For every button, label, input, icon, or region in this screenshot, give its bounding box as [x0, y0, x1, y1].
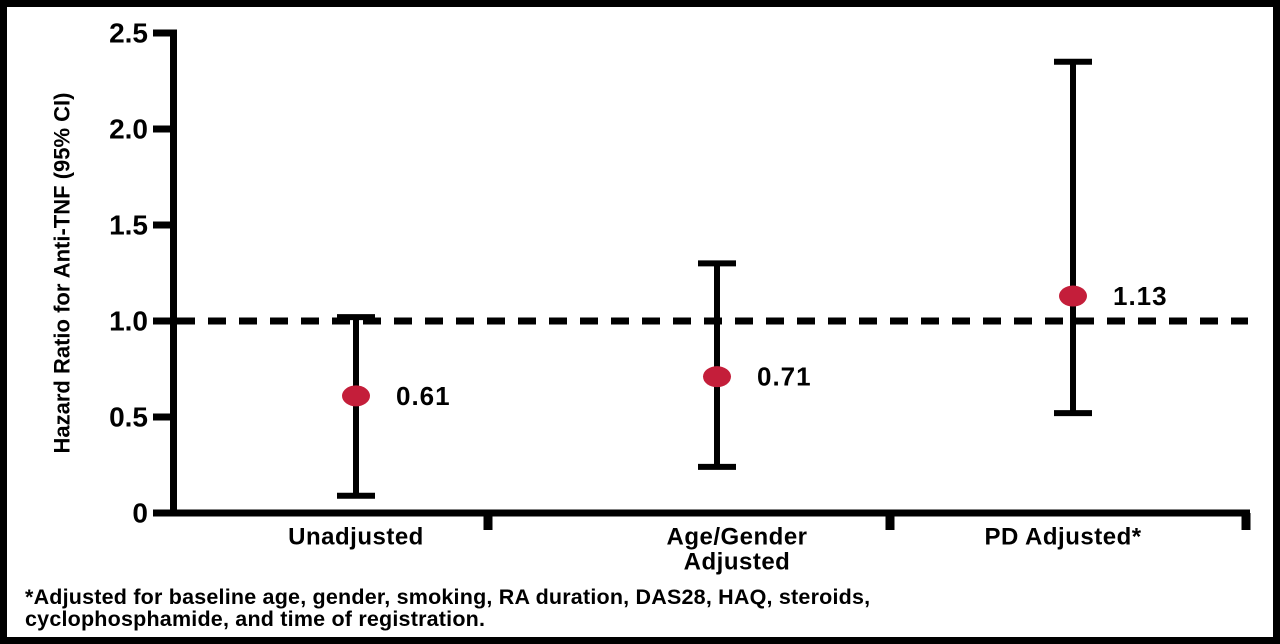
data-point-value-label-1: 0.61 [396, 381, 451, 411]
y-tick-label-2.5: 2.5 [109, 18, 148, 49]
y-tick-label-1.0: 1.0 [109, 306, 148, 337]
data-point-marker-3 [1059, 285, 1087, 307]
footnote: *Adjusted for baseline age, gender, smok… [25, 586, 870, 630]
y-axis-title: Hazard Ratio for Anti-TNF (95% CI) [50, 93, 75, 454]
footnote-line-2: cyclophosphamide, and time of registrati… [25, 607, 486, 631]
data-point-marker-1 [342, 385, 370, 407]
data-point-value-label-2: 0.71 [757, 362, 812, 392]
data-point-marker-2 [703, 366, 731, 388]
x-category-label-2-line-2: Adjusted [684, 549, 791, 576]
x-category-label-2-line-1: Age/Gender [666, 524, 807, 551]
y-tick-label-1.5: 1.5 [109, 210, 148, 241]
data-point-value-label-3: 1.13 [1113, 281, 1168, 311]
footnote-line-1: *Adjusted for baseline age, gender, smok… [25, 585, 871, 609]
y-tick-label-0.5: 0.5 [109, 402, 148, 433]
x-category-label-1-line-1: Unadjusted [288, 524, 424, 551]
y-tick-label-0: 0 [132, 498, 148, 529]
y-tick-label-2.0: 2.0 [109, 114, 148, 145]
x-category-label-3-line-1: PD Adjusted* [984, 524, 1141, 551]
